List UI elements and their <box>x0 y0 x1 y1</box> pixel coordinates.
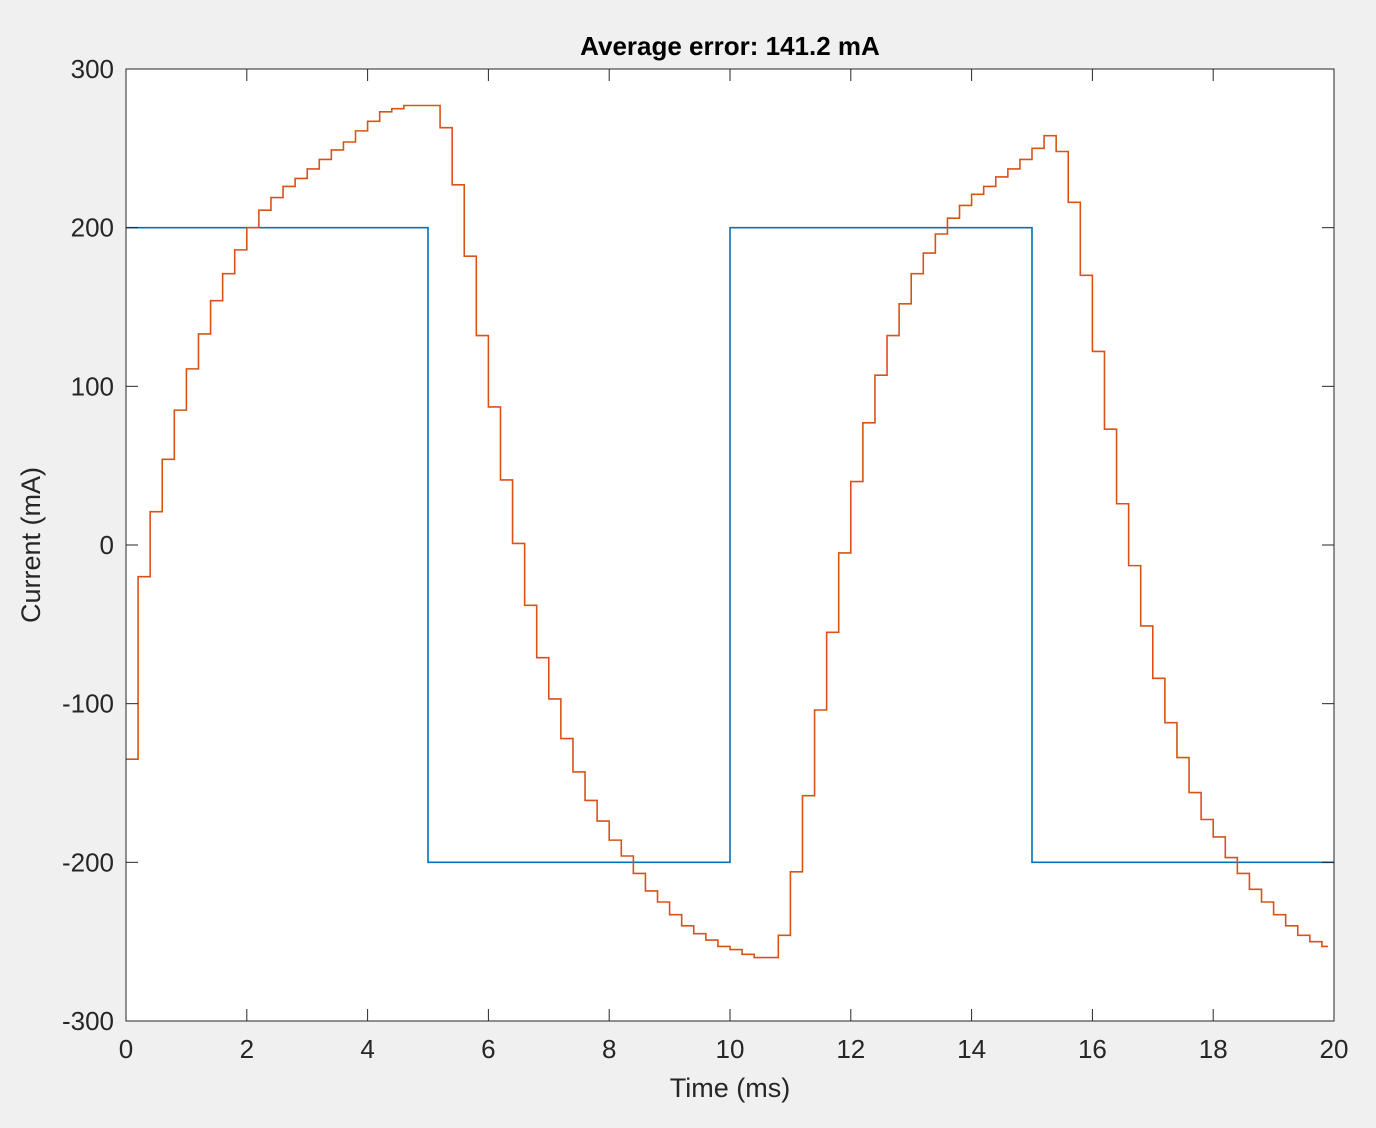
x-tick-label: 14 <box>957 1034 986 1064</box>
x-tick-label: 16 <box>1078 1034 1107 1064</box>
x-tick-label: 0 <box>119 1034 133 1064</box>
series-line-1 <box>126 226 1334 864</box>
y-tick-label: -100 <box>62 689 114 719</box>
y-tick-label: 200 <box>71 213 114 243</box>
y-tick-label: 300 <box>71 54 114 84</box>
y-tick-label: -300 <box>62 1006 114 1036</box>
tick-layer: 0 2 4 6 8 10 12 14 16 18 20 -300 -200 -100 0 100 200 300 <box>62 54 1349 1064</box>
x-tick-label: 18 <box>1199 1034 1228 1064</box>
x-tick-label: 2 <box>240 1034 254 1064</box>
y-tick-label: -200 <box>62 847 114 877</box>
x-tick-label: 8 <box>602 1034 616 1064</box>
x-tick-label: 6 <box>481 1034 495 1064</box>
x-tick-label: 10 <box>716 1034 745 1064</box>
series-line-2 <box>126 104 1328 959</box>
x-tick-label: 12 <box>836 1034 865 1064</box>
series-layer <box>126 104 1334 959</box>
chart-title: Average error: 141.2 mA <box>580 31 880 61</box>
y-tick-label: 100 <box>71 371 114 401</box>
x-tick-label: 4 <box>360 1034 374 1064</box>
y-axis-label: Current (mA) <box>16 467 46 623</box>
x-tick-label: 20 <box>1320 1034 1349 1064</box>
x-axis-label: Time (ms) <box>670 1073 790 1103</box>
y-tick-label: 0 <box>100 530 114 560</box>
